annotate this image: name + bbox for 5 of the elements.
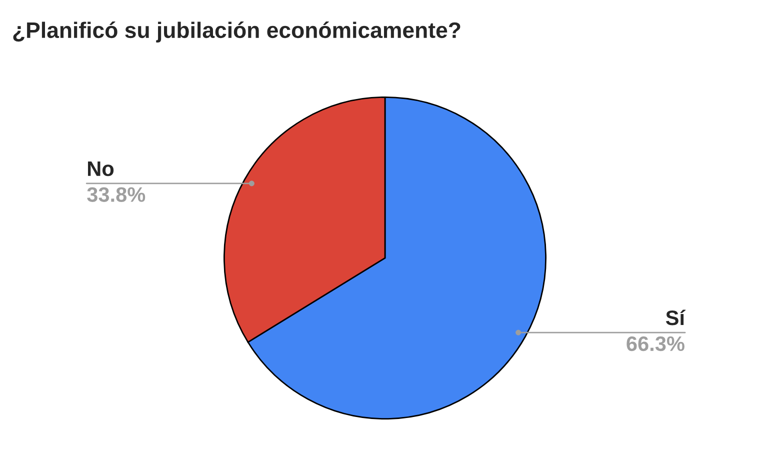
chart-title: ¿Planificó su jubilación económicamente? [13,22,460,42]
data-label: 66.3% [626,336,684,352]
slice-label: Sí [666,310,686,326]
data-label: 33.8% [87,187,146,202]
slice-label: No [88,162,114,176]
